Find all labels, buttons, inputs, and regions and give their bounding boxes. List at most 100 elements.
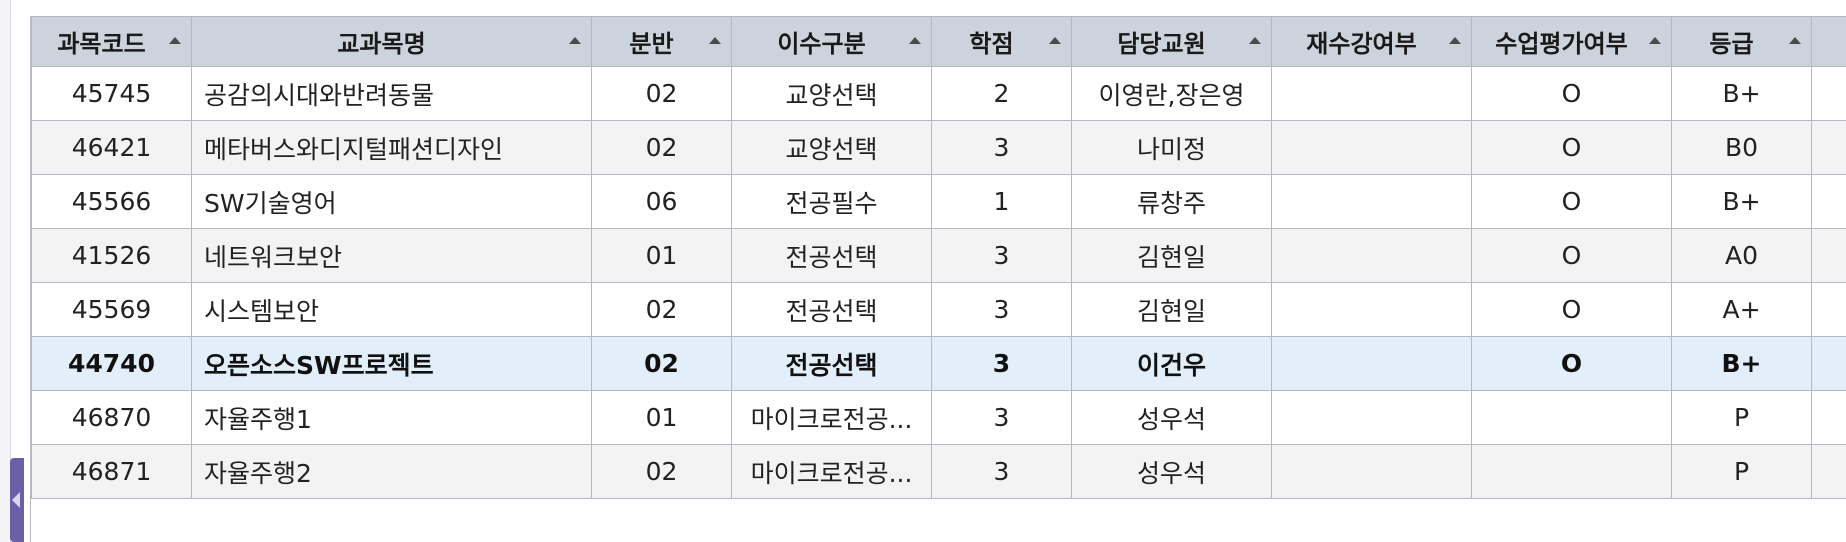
cell-section[interactable]: 01	[591, 390, 732, 445]
cell-course-name[interactable]: 자율주행2	[191, 444, 592, 499]
sort-asc-icon[interactable]	[1649, 37, 1661, 44]
cell-instructor[interactable]: 김현일	[1071, 228, 1272, 283]
cell-credits[interactable]: 3	[931, 228, 1072, 283]
table-row[interactable]: 45569 시스템보안 02 전공선택 3 김현일 O A+	[31, 282, 1846, 337]
cell-course-code[interactable]: 46870	[31, 390, 192, 445]
cell-course-code[interactable]: 41526	[31, 228, 192, 283]
cell-grade[interactable]: B+	[1671, 336, 1812, 391]
cell-course-name[interactable]: 공감의시대와반려동물	[191, 66, 592, 121]
cell-course-code[interactable]: 45745	[31, 66, 192, 121]
cell-retake[interactable]	[1271, 66, 1472, 121]
side-panel-toggle[interactable]	[10, 458, 24, 542]
cell-evaluation[interactable]: O	[1471, 120, 1672, 175]
col-header-retake[interactable]: 재수강여부	[1271, 16, 1472, 67]
cell-credits[interactable]: 1	[931, 174, 1072, 229]
cell-extra[interactable]	[1811, 390, 1846, 445]
cell-credits[interactable]: 3	[931, 336, 1072, 391]
cell-category[interactable]: 전공선택	[731, 336, 932, 391]
cell-evaluation[interactable]: O	[1471, 228, 1672, 283]
cell-credits[interactable]: 3	[931, 120, 1072, 175]
cell-course-code[interactable]: 45569	[31, 282, 192, 337]
cell-extra[interactable]	[1811, 174, 1846, 229]
col-header-course-code[interactable]: 과목코드	[31, 16, 192, 67]
cell-section[interactable]: 06	[591, 174, 732, 229]
table-row[interactable]: 41526 네트워크보안 01 전공선택 3 김현일 O A0	[31, 228, 1846, 283]
table-row[interactable]: 46421 메타버스와디지털패션디자인 02 교양선택 3 나미정 O B0	[31, 120, 1846, 175]
cell-section[interactable]: 02	[591, 336, 732, 391]
cell-grade[interactable]: P	[1671, 444, 1812, 499]
cell-instructor[interactable]: 이건우	[1071, 336, 1272, 391]
cell-retake[interactable]	[1271, 120, 1472, 175]
cell-retake[interactable]	[1271, 390, 1472, 445]
table-row[interactable]: 46870 자율주행1 01 마이크로전공... 3 성우석 P	[31, 390, 1846, 445]
cell-instructor[interactable]: 성우석	[1071, 390, 1272, 445]
cell-instructor[interactable]: 이영란,장은영	[1071, 66, 1272, 121]
table-row[interactable]: 46871 자율주행2 02 마이크로전공... 3 성우석 P	[31, 444, 1846, 499]
sort-asc-icon[interactable]	[1449, 37, 1461, 44]
cell-category[interactable]: 전공선택	[731, 282, 932, 337]
col-header-credits[interactable]: 학점	[931, 16, 1072, 67]
cell-extra[interactable]	[1811, 336, 1846, 391]
cell-course-code[interactable]: 46421	[31, 120, 192, 175]
cell-grade[interactable]: P	[1671, 390, 1812, 445]
cell-instructor[interactable]: 류창주	[1071, 174, 1272, 229]
cell-credits[interactable]: 3	[931, 282, 1072, 337]
col-header-grade[interactable]: 등급	[1671, 16, 1812, 67]
cell-extra[interactable]	[1811, 120, 1846, 175]
col-header-category[interactable]: 이수구분	[731, 16, 932, 67]
cell-course-name[interactable]: 자율주행1	[191, 390, 592, 445]
cell-category[interactable]: 교양선택	[731, 66, 932, 121]
cell-evaluation[interactable]: O	[1471, 336, 1672, 391]
cell-category[interactable]: 마이크로전공...	[731, 444, 932, 499]
cell-category[interactable]: 마이크로전공...	[731, 390, 932, 445]
cell-section[interactable]: 02	[591, 120, 732, 175]
sort-asc-icon[interactable]	[1049, 37, 1061, 44]
cell-credits[interactable]: 2	[931, 66, 1072, 121]
cell-evaluation[interactable]	[1471, 444, 1672, 499]
cell-grade[interactable]: B0	[1671, 120, 1812, 175]
cell-grade[interactable]: A0	[1671, 228, 1812, 283]
cell-grade[interactable]: B+	[1671, 66, 1812, 121]
cell-category[interactable]: 전공필수	[731, 174, 932, 229]
cell-course-name[interactable]: 오픈소스SW프로젝트	[191, 336, 592, 391]
col-header-course-name[interactable]: 교과목명	[191, 16, 592, 67]
col-header-instructor[interactable]: 담당교원	[1071, 16, 1272, 67]
cell-extra[interactable]	[1811, 66, 1846, 121]
cell-course-name[interactable]: SW기술영어	[191, 174, 592, 229]
cell-extra[interactable]	[1811, 444, 1846, 499]
cell-evaluation[interactable]: O	[1471, 66, 1672, 121]
cell-category[interactable]: 전공선택	[731, 228, 932, 283]
cell-retake[interactable]	[1271, 444, 1472, 499]
cell-instructor[interactable]: 김현일	[1071, 282, 1272, 337]
sort-asc-icon[interactable]	[1789, 37, 1801, 44]
cell-evaluation[interactable]	[1471, 390, 1672, 445]
cell-instructor[interactable]: 성우석	[1071, 444, 1272, 499]
col-header-section[interactable]: 분반	[591, 16, 732, 67]
cell-category[interactable]: 교양선택	[731, 120, 932, 175]
sort-asc-icon[interactable]	[1249, 37, 1261, 44]
cell-retake[interactable]	[1271, 228, 1472, 283]
sort-asc-icon[interactable]	[709, 37, 721, 44]
cell-section[interactable]: 02	[591, 66, 732, 121]
cell-evaluation[interactable]: O	[1471, 282, 1672, 337]
sort-asc-icon[interactable]	[569, 37, 581, 44]
cell-grade[interactable]: A+	[1671, 282, 1812, 337]
cell-retake[interactable]	[1271, 282, 1472, 337]
cell-course-name[interactable]: 네트워크보안	[191, 228, 592, 283]
sort-asc-icon[interactable]	[169, 37, 181, 44]
cell-retake[interactable]	[1271, 174, 1472, 229]
cell-credits[interactable]: 3	[931, 390, 1072, 445]
cell-course-name[interactable]: 시스템보안	[191, 282, 592, 337]
table-row[interactable]: 44740 오픈소스SW프로젝트 02 전공선택 3 이건우 O B+	[31, 336, 1846, 391]
col-header-evaluation[interactable]: 수업평가여부	[1471, 16, 1672, 67]
cell-course-code[interactable]: 46871	[31, 444, 192, 499]
cell-extra[interactable]	[1811, 282, 1846, 337]
cell-section[interactable]: 02	[591, 282, 732, 337]
cell-course-code[interactable]: 45566	[31, 174, 192, 229]
cell-section[interactable]: 02	[591, 444, 732, 499]
cell-credits[interactable]: 3	[931, 444, 1072, 499]
table-row[interactable]: 45566 SW기술영어 06 전공필수 1 류창주 O B+	[31, 174, 1846, 229]
cell-course-code[interactable]: 44740	[31, 336, 192, 391]
table-row[interactable]: 45745 공감의시대와반려동물 02 교양선택 2 이영란,장은영 O B+	[31, 66, 1846, 121]
cell-retake[interactable]	[1271, 336, 1472, 391]
